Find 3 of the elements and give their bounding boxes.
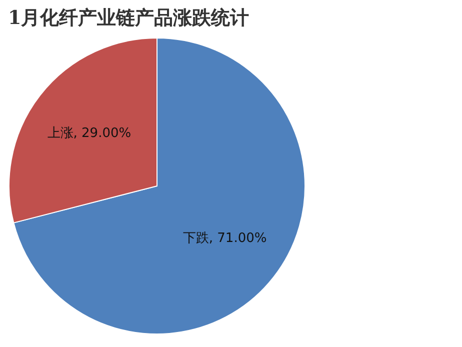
chart-title: 1月化纤产业链产品涨跌统计 [8,7,250,29]
slice-label: 上涨, 29.00% [47,126,132,141]
slice-label: 下跌, 71.00% [182,231,267,246]
